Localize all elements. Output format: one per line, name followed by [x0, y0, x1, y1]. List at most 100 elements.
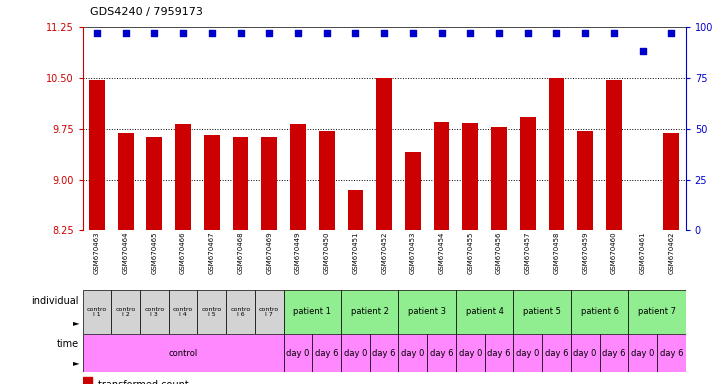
Text: control: control [169, 349, 197, 358]
Text: transformed count: transformed count [98, 381, 188, 384]
Text: patient 6: patient 6 [581, 308, 618, 316]
Text: day 6: day 6 [315, 349, 338, 358]
Bar [657, 334, 686, 372]
Text: day 0: day 0 [459, 349, 482, 358]
Point [522, 30, 533, 36]
Bar [571, 334, 600, 372]
Bar [663, 133, 679, 230]
Point [637, 48, 648, 55]
Bar [398, 290, 456, 334]
Bar [370, 334, 398, 372]
Bar [628, 290, 686, 334]
Text: individual: individual [32, 296, 79, 306]
Bar [261, 137, 277, 230]
Point [149, 30, 160, 36]
Text: patient 7: patient 7 [638, 308, 676, 316]
Bar [204, 136, 220, 230]
Bar [513, 334, 542, 372]
Point [120, 30, 131, 36]
Bar [427, 334, 456, 372]
Text: contro
l 6: contro l 6 [230, 306, 251, 318]
Bar [606, 80, 622, 230]
Text: day 6: day 6 [488, 349, 510, 358]
Point [350, 30, 361, 36]
Text: patient 1: patient 1 [294, 308, 331, 316]
Text: contro
l 4: contro l 4 [173, 306, 193, 318]
Text: day 6: day 6 [430, 349, 453, 358]
Bar [434, 122, 449, 230]
Bar [83, 334, 284, 372]
Bar [118, 133, 134, 230]
Bar [284, 334, 312, 372]
Bar [290, 124, 306, 230]
Text: day 0: day 0 [631, 349, 654, 358]
Text: day 6: day 6 [602, 349, 625, 358]
Bar [83, 377, 92, 384]
Bar [255, 290, 284, 334]
Bar [197, 290, 226, 334]
Bar [513, 290, 571, 334]
Bar [83, 290, 111, 334]
Text: contro
l 7: contro l 7 [259, 306, 279, 318]
Bar [485, 334, 513, 372]
Bar [111, 290, 140, 334]
Point [321, 30, 332, 36]
Point [264, 30, 275, 36]
Bar [140, 290, 169, 334]
Text: patient 4: patient 4 [466, 308, 503, 316]
Bar [405, 152, 421, 230]
Point [608, 30, 620, 36]
Bar [312, 334, 341, 372]
Bar [456, 290, 513, 334]
Bar [341, 290, 398, 334]
Point [292, 30, 304, 36]
Text: day 0: day 0 [344, 349, 367, 358]
Bar [491, 127, 507, 230]
Point [407, 30, 419, 36]
Point [493, 30, 505, 36]
Text: contro
l 1: contro l 1 [87, 306, 107, 318]
Text: day 6: day 6 [545, 349, 568, 358]
Text: patient 5: patient 5 [523, 308, 561, 316]
Bar [284, 290, 341, 334]
Text: day 0: day 0 [286, 349, 309, 358]
Bar [549, 78, 564, 230]
Point [378, 30, 390, 36]
Bar [456, 334, 485, 372]
Point [465, 30, 476, 36]
Bar [233, 137, 248, 230]
Bar [571, 290, 628, 334]
Bar [600, 334, 628, 372]
Point [177, 30, 189, 36]
Text: patient 2: patient 2 [351, 308, 388, 316]
Bar [348, 190, 363, 230]
Text: day 0: day 0 [574, 349, 597, 358]
Text: day 6: day 6 [373, 349, 396, 358]
Text: day 0: day 0 [516, 349, 539, 358]
Text: time: time [57, 339, 79, 349]
Bar [628, 334, 657, 372]
Text: contro
l 2: contro l 2 [116, 306, 136, 318]
Bar [169, 290, 197, 334]
Point [551, 30, 562, 36]
Text: contro
l 3: contro l 3 [144, 306, 164, 318]
Bar [376, 78, 392, 230]
Bar [341, 334, 370, 372]
Text: patient 3: patient 3 [409, 308, 446, 316]
Bar [577, 131, 593, 230]
Bar [520, 117, 536, 230]
Bar [462, 123, 478, 230]
Text: ►: ► [73, 358, 79, 367]
Point [235, 30, 246, 36]
Bar [146, 137, 162, 230]
Bar [542, 334, 571, 372]
Point [91, 30, 103, 36]
Text: day 0: day 0 [401, 349, 424, 358]
Text: day 6: day 6 [660, 349, 683, 358]
Point [436, 30, 447, 36]
Bar [319, 131, 335, 230]
Bar [175, 124, 191, 230]
Point [206, 30, 218, 36]
Text: ►: ► [73, 319, 79, 328]
Bar [226, 290, 255, 334]
